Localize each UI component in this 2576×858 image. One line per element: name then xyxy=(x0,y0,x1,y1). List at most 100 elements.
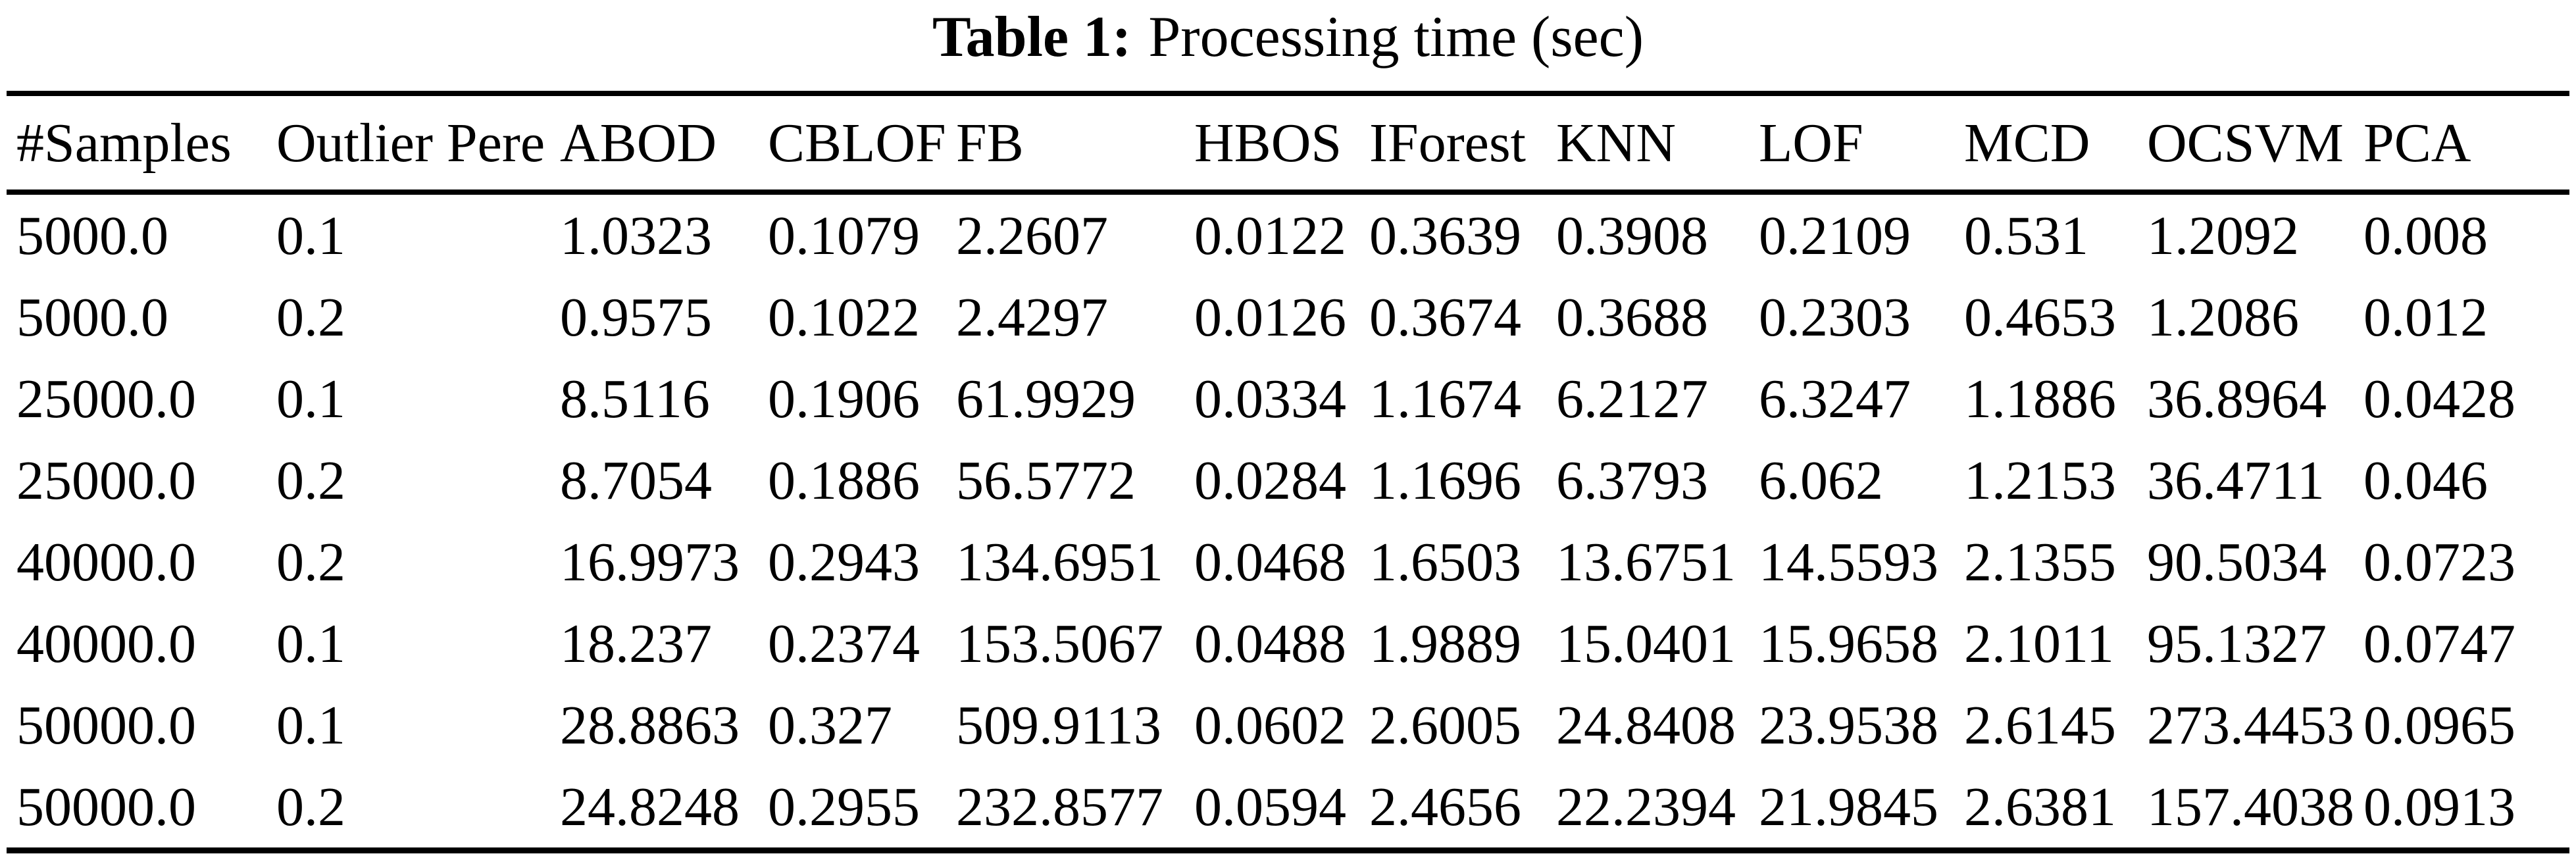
table-cell: 0.1886 xyxy=(768,449,920,511)
table-cell: 0.0334 xyxy=(1194,368,1346,430)
table-cell: 0.0122 xyxy=(1194,205,1346,266)
table-cell: 1.9889 xyxy=(1369,613,1521,674)
table-cell: 0.531 xyxy=(1964,205,2088,266)
table-cell: 21.9845 xyxy=(1759,776,1938,838)
column-header: LOF xyxy=(1759,93,1964,195)
table-cell: 1.6503 xyxy=(1369,531,1521,593)
table-cell: 1.2086 xyxy=(2147,286,2299,348)
table-cell: 14.5593 xyxy=(1759,531,1938,593)
table-cell: 0.3674 xyxy=(1369,286,1521,348)
table-cell: 15.0401 xyxy=(1556,613,1736,674)
table-cell: 0.012 xyxy=(2363,286,2488,348)
column-header: MCD xyxy=(1964,93,2147,195)
table-cell: 0.327 xyxy=(768,694,892,756)
table-row: 50000.0 0.2 24.8248 0.2955 232.8577 0.0594 2.4… xyxy=(7,766,2569,851)
table-cell: 134.6951 xyxy=(956,531,1163,593)
table-cell: 0.2374 xyxy=(768,613,920,674)
table-header: #Samples Outlier Pere ABOD CBLOF FB HBOS IFore… xyxy=(7,93,2569,195)
column-header: PCA xyxy=(2363,93,2569,195)
table-cell: 40000.0 xyxy=(16,531,196,593)
table-cell: 6.3793 xyxy=(1556,449,1708,511)
table-cell: 50000.0 xyxy=(16,694,196,756)
table-cell: 2.6005 xyxy=(1369,694,1521,756)
table-cell: 273.4453 xyxy=(2147,694,2354,756)
table-cell: 0.0965 xyxy=(2363,694,2515,756)
table-cell: 2.4656 xyxy=(1369,776,1521,838)
table-cell: 0.0723 xyxy=(2363,531,2515,593)
table-cell: 13.6751 xyxy=(1556,531,1736,593)
column-header: Outlier Pere xyxy=(276,93,560,195)
caption-label: Table 1: xyxy=(932,5,1132,69)
table-cell: 95.1327 xyxy=(2147,613,2327,674)
table-cell: 23.9538 xyxy=(1759,694,1938,756)
table-cell: 1.1674 xyxy=(1369,368,1521,430)
table-cell: 8.7054 xyxy=(560,449,712,511)
table-cell: 36.4711 xyxy=(2147,449,2325,511)
table-cell: 1.1886 xyxy=(1964,368,2116,430)
table-row: 5000.0 0.2 0.9575 0.1022 2.4297 0.0126 0.3674 0… xyxy=(7,276,2569,358)
table-cell: 2.4297 xyxy=(956,286,1108,348)
table-body: 5000.0 0.1 1.0323 0.1079 2.2607 0.0122 0.3639 0… xyxy=(7,192,2569,851)
table-cell: 0.9575 xyxy=(560,286,712,348)
table-cell: 40000.0 xyxy=(16,613,196,674)
table-cell: 232.8577 xyxy=(956,776,1163,838)
table-cell: 2.1011 xyxy=(1964,613,2114,674)
table-row: 50000.0 0.1 28.8863 0.327 509.9113 0.0602 2.60… xyxy=(7,684,2569,766)
column-header: IForest xyxy=(1369,93,1556,195)
table-cell: 509.9113 xyxy=(956,694,1161,756)
column-header: ABOD xyxy=(560,93,768,195)
table-cell: 0.0602 xyxy=(1194,694,1346,756)
table-cell: 0.0747 xyxy=(2363,613,2515,674)
column-header: OCSVM xyxy=(2147,93,2363,195)
table-cell: 1.2092 xyxy=(2147,205,2299,266)
table-cell: 0.0126 xyxy=(1194,286,1346,348)
table-cell: 61.9929 xyxy=(956,368,1136,430)
table-cell: 0.2 xyxy=(276,531,345,593)
table-cell: 0.046 xyxy=(2363,449,2488,511)
table-cell: 2.2607 xyxy=(956,205,1108,266)
table-cell: 1.2153 xyxy=(1964,449,2116,511)
table-cell: 36.8964 xyxy=(2147,368,2327,430)
table-row: 5000.0 0.1 1.0323 0.1079 2.2607 0.0122 0.3639 0… xyxy=(7,192,2569,276)
table-cell: 5000.0 xyxy=(16,286,168,348)
table-cell: 0.1 xyxy=(276,613,345,674)
table-cell: 6.3247 xyxy=(1759,368,1911,430)
table-cell: 24.8248 xyxy=(560,776,740,838)
table-cell: 22.2394 xyxy=(1556,776,1736,838)
table-cell: 0.1 xyxy=(276,368,345,430)
table-cell: 0.0468 xyxy=(1194,531,1346,593)
table-cell: 0.3688 xyxy=(1556,286,1708,348)
table-cell: 56.5772 xyxy=(956,449,1136,511)
table-cell: 90.5034 xyxy=(2147,531,2327,593)
table-cell: 0.1022 xyxy=(768,286,920,348)
table-cell: 0.3639 xyxy=(1369,205,1521,266)
table-cell: 0.008 xyxy=(2363,205,2488,266)
processing-time-table: #Samples Outlier Pere ABOD CBLOF FB HBOS IFore… xyxy=(7,91,2569,853)
table-row: 40000.0 0.2 16.9973 0.2943 134.6951 0.0468 1.6… xyxy=(7,521,2569,603)
table-cell: 0.4653 xyxy=(1964,286,2116,348)
column-header: FB xyxy=(956,93,1194,195)
table-cell: 0.0488 xyxy=(1194,613,1346,674)
table-row: 25000.0 0.2 8.7054 0.1886 56.5772 0.0284 1.169… xyxy=(7,440,2569,521)
table-cell: 28.8863 xyxy=(560,694,740,756)
table-cell: 0.1079 xyxy=(768,205,920,266)
column-header: #Samples xyxy=(7,93,276,195)
table-cell: 25000.0 xyxy=(16,449,196,511)
table-cell: 0.3908 xyxy=(1556,205,1708,266)
table-cell: 0.0594 xyxy=(1194,776,1346,838)
table-cell: 5000.0 xyxy=(16,205,168,266)
table-cell: 1.0323 xyxy=(560,205,712,266)
table-cell: 0.1 xyxy=(276,694,345,756)
table-cell: 2.6381 xyxy=(1964,776,2116,838)
table-cell: 157.4038 xyxy=(2147,776,2354,838)
table-cell: 0.1 xyxy=(276,205,345,266)
table-cell: 153.5067 xyxy=(956,613,1163,674)
column-header: CBLOF xyxy=(768,93,956,195)
table-cell: 0.0913 xyxy=(2363,776,2515,838)
table-cell: 24.8408 xyxy=(1556,694,1736,756)
table-cell: 50000.0 xyxy=(16,776,196,838)
table-cell: 0.2 xyxy=(276,449,345,511)
table-cell: 2.1355 xyxy=(1964,531,2116,593)
table-cell: 8.5116 xyxy=(560,368,710,430)
table-cell: 18.237 xyxy=(560,613,712,674)
